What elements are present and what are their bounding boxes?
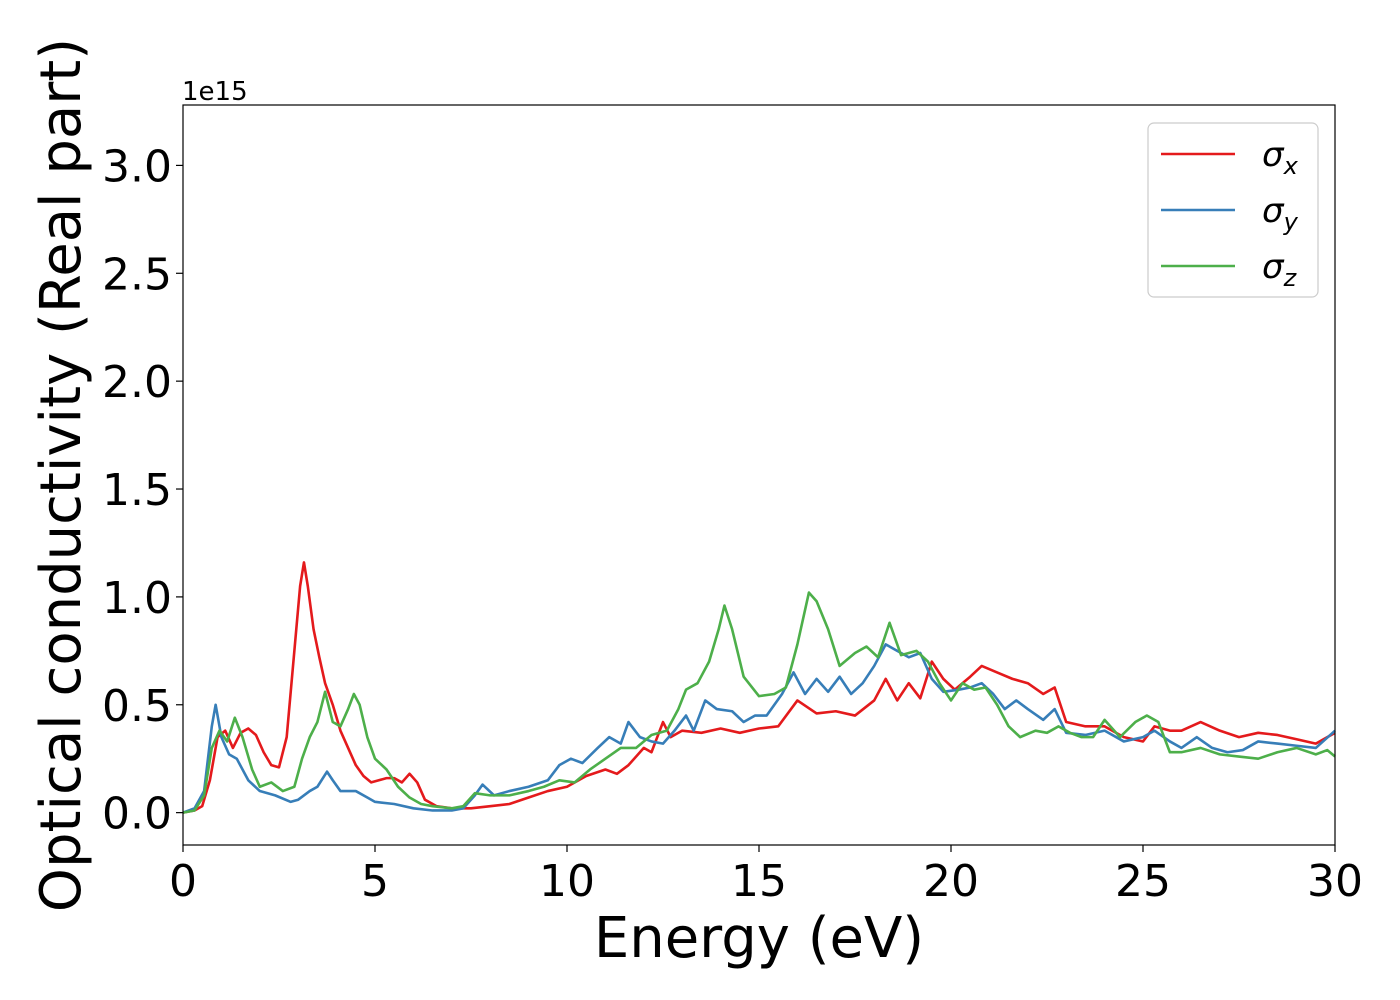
y-tick-label: 2.5 (102, 249, 172, 300)
y-tick-label: 2.0 (102, 357, 172, 408)
y-tick-label: 0.0 (102, 789, 172, 840)
legend-label-y: σy (1262, 191, 1299, 236)
x-tick-label: 10 (539, 856, 595, 907)
x-tick-label: 0 (169, 856, 197, 907)
x-tick-label: 5 (361, 856, 389, 907)
offset-label: 1e15 (182, 77, 248, 107)
x-tick-label: 30 (1307, 856, 1363, 907)
x-axis: 0 5 10 15 20 25 30 (169, 845, 1363, 907)
y-tick-label: 1.0 (102, 573, 172, 624)
x-tick-label: 20 (923, 856, 979, 907)
y-tick-label: 3.0 (102, 141, 172, 192)
x-tick-label: 15 (731, 856, 787, 907)
series-line-z (182, 591, 1336, 814)
y-tick-label: 1.5 (102, 465, 172, 516)
legend-label-x: σx (1262, 135, 1299, 180)
legend-label-z: σz (1262, 247, 1298, 292)
series-line-y (182, 643, 1336, 814)
series-line-x (182, 561, 1336, 814)
legend: σx σy σz (1147, 122, 1319, 298)
y-tick-label: 0.5 (102, 681, 172, 732)
legend-items: σx σy σz (1161, 135, 1299, 292)
series-layer (182, 561, 1336, 814)
y-axis-label: Optical conductivity (Real part) (29, 38, 94, 912)
x-axis-label: Energy (eV) (594, 906, 924, 971)
y-axis: 0.0 0.5 1.0 1.5 2.0 2.5 3.0 (102, 141, 183, 840)
x-tick-label: 25 (1115, 856, 1171, 907)
